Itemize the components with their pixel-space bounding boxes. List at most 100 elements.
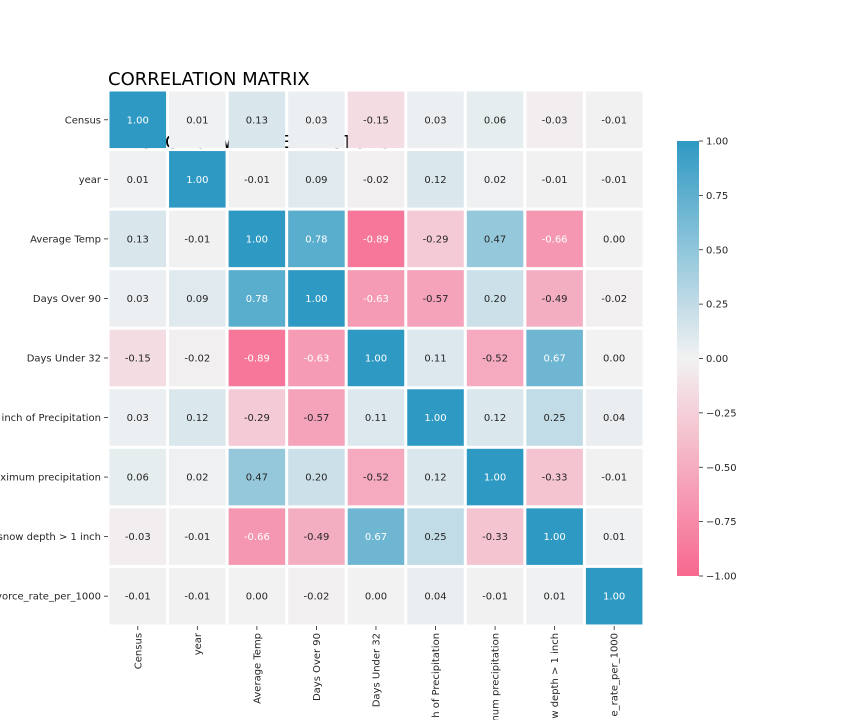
cell-value-label: 0.02 <box>484 175 506 186</box>
cell-value-label: -0.89 <box>244 353 270 364</box>
heatmap-cell <box>109 389 167 446</box>
cell-value-label: 1.00 <box>305 294 327 305</box>
heatmap-cell <box>288 389 345 446</box>
heatmap-cell <box>109 210 167 268</box>
heatmap-cell <box>228 270 286 327</box>
cell-value-label: -0.33 <box>542 473 568 484</box>
heatmap-cell <box>347 91 405 149</box>
heatmap-cell <box>228 389 286 446</box>
cell-value-label: 0.06 <box>484 115 506 126</box>
cell-value-label: -0.57 <box>303 413 329 424</box>
row-label: Average Temp <box>30 234 101 245</box>
heatmap-cell <box>288 91 345 149</box>
cell-value-label: 0.01 <box>127 175 149 186</box>
cell-value-label: -0.02 <box>363 175 389 186</box>
cell-value-label: 0.67 <box>543 353 565 364</box>
cell-value-label: 1.00 <box>246 234 268 245</box>
heatmap-cell <box>407 567 464 625</box>
heatmap-cell <box>585 567 643 625</box>
cell-value-label: 0.09 <box>186 294 208 305</box>
heatmap-cell <box>288 329 345 387</box>
row-labels: Census year Average Temp Days Over 90 Days U… <box>0 115 108 603</box>
heatmap-cell <box>109 508 167 565</box>
heatmap-cell <box>526 508 583 565</box>
cell-value-label: 0.13 <box>127 234 149 245</box>
heatmap-cell <box>288 448 345 506</box>
heatmap-cell <box>347 389 405 446</box>
heatmap-cell <box>169 91 226 149</box>
heatmap-cell <box>585 151 643 208</box>
heatmap-cell <box>585 329 643 387</box>
row-label: Days Under 32 <box>27 353 101 364</box>
cell-value-label: 0.04 <box>603 413 625 424</box>
column-labels: Census year Average Temp Days Over 90 Days U… <box>133 625 621 720</box>
cell-value-label: 1.00 <box>365 353 387 364</box>
cell-value-label: -0.01 <box>601 473 627 484</box>
heatmap-cell <box>407 389 464 446</box>
colorbar-tick-label: 0.75 <box>706 191 728 202</box>
heatmap-cell <box>169 508 226 565</box>
heatmap-cell <box>109 567 167 625</box>
heatmap-cell <box>288 270 345 327</box>
heatmap-cell <box>228 508 286 565</box>
heatmap-cell <box>526 210 583 268</box>
heatmap-cell <box>466 567 524 625</box>
heatmap-cell <box>585 270 643 327</box>
heatmap-cell <box>585 448 643 506</box>
heatmap-cell <box>228 91 286 149</box>
cell-value-label: -0.03 <box>125 532 151 543</box>
column-label: Average Temp <box>252 633 263 704</box>
cell-value-label: 1.00 <box>484 473 506 484</box>
heatmap-cell <box>466 448 524 506</box>
heatmap-cell <box>109 329 167 387</box>
heatmap-cell <box>347 210 405 268</box>
column-label: Days Over 90 <box>312 633 323 701</box>
heatmap-cell <box>288 210 345 268</box>
cell-value-label: -0.01 <box>184 532 210 543</box>
heatmap-cell <box>407 151 464 208</box>
heatmap-cell <box>526 448 583 506</box>
cell-value-label: -0.15 <box>363 115 389 126</box>
heatmap-cell <box>466 508 524 565</box>
heatmap-cell <box>407 210 464 268</box>
heatmap-cell <box>109 91 167 149</box>
cell-value-label: 0.00 <box>603 234 625 245</box>
heatmap-cell <box>585 91 643 149</box>
column-label: h of Precipitation <box>431 633 442 718</box>
cell-value-label: 0.01 <box>543 592 565 603</box>
heatmap-cells: 1.00 0.01 0.13 0.03 -0.15 0.03 0.06 -0.03 -0.01 0… <box>109 91 643 625</box>
cell-value-label: 0.01 <box>186 115 208 126</box>
cell-value-label: -0.66 <box>244 532 270 543</box>
colorbar-tick-label: 0.00 <box>706 354 728 365</box>
heatmap-cell <box>169 448 226 506</box>
cell-value-label: -0.01 <box>542 175 568 186</box>
row-label: ximum precipitation <box>0 473 101 484</box>
cell-value-label: -0.01 <box>125 592 151 603</box>
row-label: year <box>79 175 102 186</box>
heatmap-cell <box>169 151 226 208</box>
heatmap-cell <box>347 329 405 387</box>
heatmap-cell <box>407 91 464 149</box>
cell-value-label: 0.47 <box>246 473 268 484</box>
heatmap-cell <box>288 567 345 625</box>
heatmap-cell <box>169 567 226 625</box>
cell-value-label: -0.01 <box>601 175 627 186</box>
heatmap-cell <box>526 270 583 327</box>
cell-value-label: 0.47 <box>484 234 506 245</box>
heatmap-cell <box>288 151 345 208</box>
cell-value-label: -0.15 <box>125 353 151 364</box>
cell-value-label: -0.03 <box>542 115 568 126</box>
heatmap-cell <box>109 151 167 208</box>
cell-value-label: -0.02 <box>601 294 627 305</box>
heatmap-cell <box>407 508 464 565</box>
cell-value-label: -0.52 <box>482 353 508 364</box>
cell-value-label: 0.11 <box>424 353 446 364</box>
cell-value-label: 0.00 <box>603 353 625 364</box>
heatmap-cell <box>228 210 286 268</box>
cell-value-label: 0.12 <box>186 413 208 424</box>
cell-value-label: 0.11 <box>365 413 387 424</box>
heatmap-cell <box>109 270 167 327</box>
heatmap-cell <box>466 329 524 387</box>
heatmap-cell <box>526 151 583 208</box>
cell-value-label: 0.03 <box>305 115 327 126</box>
